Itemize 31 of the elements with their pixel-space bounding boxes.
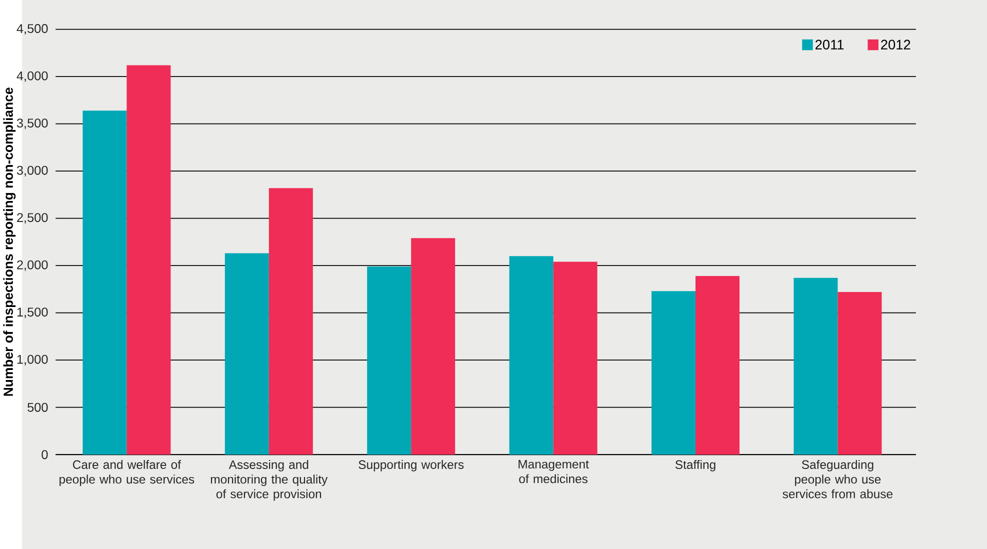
legend-label: 2011 xyxy=(816,40,844,50)
bar xyxy=(367,266,412,454)
bar xyxy=(224,253,269,454)
legend-label: 2012 xyxy=(881,40,910,50)
y-tick-label: 3,500 xyxy=(16,118,48,129)
bar xyxy=(509,256,554,454)
y-tick-label: 1,000 xyxy=(17,354,48,366)
y-axis-title: Number of inspections reporting non-compliance xyxy=(3,87,16,396)
bar xyxy=(268,188,313,454)
bar xyxy=(794,278,838,454)
y-tick-label: 4,500 xyxy=(16,24,48,34)
bar xyxy=(696,276,740,454)
bar xyxy=(553,262,598,454)
bar xyxy=(652,290,696,454)
bar xyxy=(82,110,127,454)
y-tick-label: 2,000 xyxy=(17,260,48,271)
x-tick-label: Care and welfare of people who use services xyxy=(60,460,194,486)
x-tick-label: Staffing xyxy=(675,460,716,472)
y-tick-label: 3,000 xyxy=(16,166,48,176)
y-tick-label: 500 xyxy=(28,402,48,412)
x-tick-label: Safeguarding people who use services from abuse xyxy=(782,460,892,498)
y-tick-label: 4,000 xyxy=(16,71,48,82)
x-tick-label: Management of medicines xyxy=(518,460,589,483)
bar xyxy=(126,65,171,454)
x-tick-label: Assessing and monitoring the quality of service provision xyxy=(210,460,328,501)
bar xyxy=(838,292,882,454)
y-tick-label: 1,500 xyxy=(17,307,48,318)
y-tick-label: 2,500 xyxy=(17,212,48,224)
x-tick-label: Supporting workers xyxy=(358,460,464,472)
bar xyxy=(411,238,456,454)
y-tick-label: 0 xyxy=(42,450,48,459)
